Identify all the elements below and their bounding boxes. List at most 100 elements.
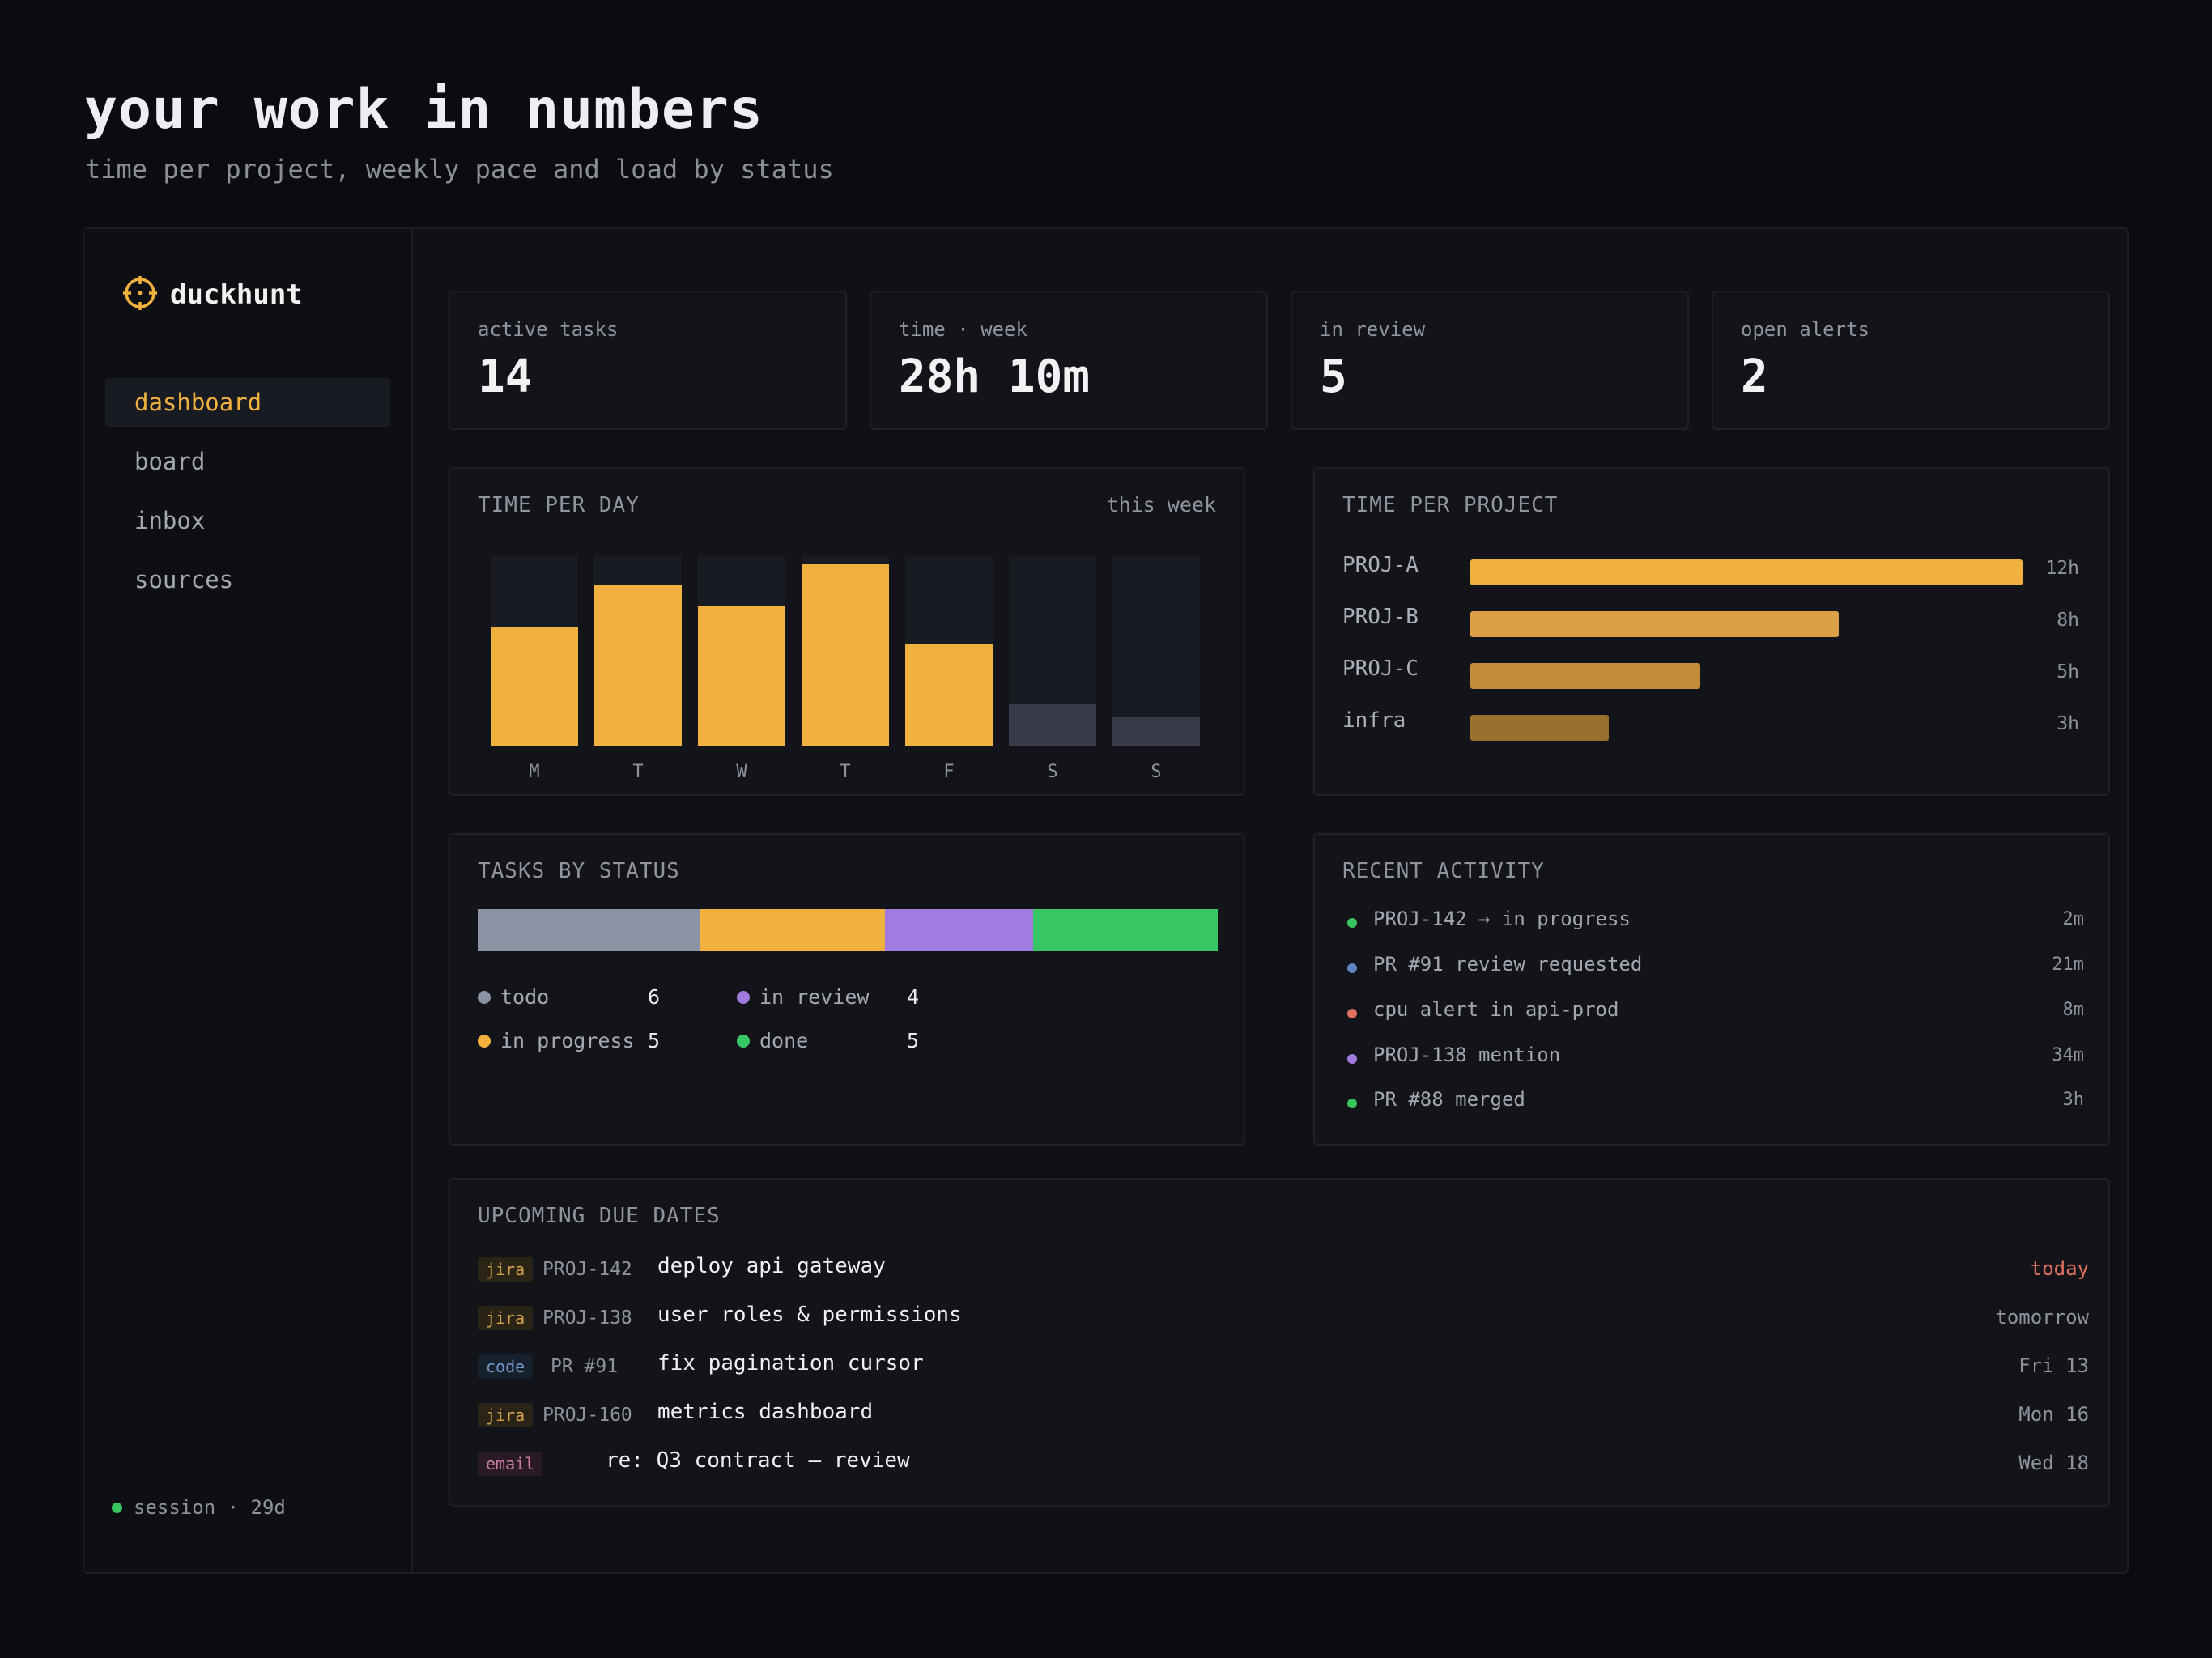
due-title: metrics dashboard [657, 1400, 874, 1424]
project-bar [1470, 715, 1609, 741]
legend-dot-icon [478, 1034, 491, 1048]
project-name: PROJ-B [1342, 605, 1419, 629]
status-segment[interactable] [478, 909, 700, 951]
due-item[interactable]: jira PROJ-142 deploy api gateway today [478, 1252, 2089, 1288]
due-title: deploy api gateway [657, 1254, 886, 1278]
time-per-project-card: TIME PER PROJECT PROJ-A 12h PROJ-B 8h PROJ-C… [1313, 467, 2110, 796]
activity-time: 8m [2062, 1000, 2085, 1020]
stat-card-in-review: in review 5 [1291, 291, 1689, 430]
activity-item[interactable]: PR #91 review requested 21m [1347, 953, 2084, 985]
day-column [802, 555, 889, 746]
project-hours: 5h [2057, 661, 2079, 682]
stat-label: open alerts [1741, 318, 1870, 341]
project-hours: 8h [2057, 610, 2079, 631]
day-bar[interactable] [1112, 716, 1200, 746]
sidebar-nav: dashboard board inbox sources [105, 378, 390, 614]
due-date: Wed 18 [2018, 1452, 2089, 1474]
day-bar[interactable] [1009, 704, 1096, 746]
legend-item-done: done [737, 1029, 808, 1052]
due-title: re: Q3 contract — review [606, 1448, 910, 1473]
activity-item[interactable]: PR #88 merged 3h [1347, 1088, 2084, 1120]
activity-text: PR #91 review requested [1373, 953, 1643, 976]
source-badge-jira: jira [478, 1403, 534, 1427]
due-item[interactable]: jira PROJ-160 metrics dashboard Mon 16 [478, 1398, 2089, 1434]
sidebar-item-board[interactable]: board [134, 448, 206, 475]
due-item[interactable]: code PR #91 fix pagination cursor Fri 13 [478, 1350, 2089, 1385]
status-segment[interactable] [700, 909, 885, 951]
due-item[interactable]: jira PROJ-138 user roles & permissions t… [478, 1301, 2089, 1337]
day-label: W [736, 762, 747, 782]
day-label: S [1047, 762, 1058, 782]
stat-label: time · week [899, 318, 1027, 341]
project-name: PROJ-A [1342, 553, 1419, 577]
tasks-by-status-card: TASKS BY STATUS todo 6 in progress 5 in … [449, 833, 1245, 1146]
project-row[interactable]: infra 3h [1342, 708, 2079, 741]
due-date: Fri 13 [2018, 1354, 2089, 1377]
day-column [491, 555, 578, 746]
stat-card-open-alerts: open alerts 2 [1712, 291, 2110, 430]
activity-text: PROJ-138 mention [1373, 1044, 1561, 1066]
day-bar[interactable] [905, 644, 993, 746]
card-title: UPCOMING DUE DATES [478, 1204, 721, 1228]
day-bar[interactable] [802, 563, 889, 746]
crosshair-icon [121, 274, 159, 315]
legend-count: 5 [907, 1029, 920, 1052]
activity-dot-icon [1347, 918, 1357, 928]
due-key: PR #91 [551, 1356, 619, 1377]
legend-label: done [759, 1029, 809, 1052]
day-label: S [1151, 762, 1162, 782]
day-bar[interactable] [698, 606, 785, 746]
time-per-day-card: TIME PER DAY this week M T W T F S S [449, 467, 1245, 796]
recent-activity-card: RECENT ACTIVITY PROJ-142 → in progress 2… [1313, 833, 2110, 1146]
sidebar-item-inbox[interactable]: inbox [134, 507, 206, 534]
legend-count: 5 [648, 1029, 661, 1052]
sidebar-item-sources[interactable]: sources [134, 566, 234, 593]
card-title: TIME PER DAY [478, 493, 640, 517]
project-row[interactable]: PROJ-A 12h [1342, 553, 2079, 585]
status-segment[interactable] [1032, 909, 1218, 951]
status-dot-icon [112, 1502, 122, 1513]
day-bar[interactable] [491, 627, 578, 746]
brand[interactable]: duckhunt [121, 274, 303, 315]
sidebar-item-dashboard[interactable]: dashboard [105, 378, 390, 427]
session-status: session · 29d [112, 1496, 286, 1519]
stat-label: in review [1320, 318, 1426, 341]
status-segment[interactable] [884, 909, 1033, 951]
activity-item[interactable]: cpu alert in api-prod 8m [1347, 998, 2084, 1031]
stat-label: active tasks [478, 318, 619, 341]
app-window: duckhunt dashboard board inbox sources s… [83, 227, 2129, 1574]
card-title: RECENT ACTIVITY [1342, 859, 1545, 883]
due-key: PROJ-160 [542, 1405, 632, 1426]
day-column [698, 555, 785, 746]
legend-count: 6 [648, 985, 661, 1009]
page-title: your work in numbers [84, 78, 764, 142]
project-row[interactable]: PROJ-C 5h [1342, 657, 2079, 689]
card-title: TIME PER PROJECT [1342, 493, 1559, 517]
activity-dot-icon [1347, 1054, 1357, 1064]
legend-item-in-review: in review [737, 985, 869, 1009]
project-bar [1470, 663, 1701, 689]
due-key: PROJ-138 [542, 1307, 632, 1329]
legend-label: in progress [500, 1029, 635, 1052]
activity-item[interactable]: PROJ-142 → in progress 2m [1347, 908, 2084, 940]
project-name: infra [1342, 708, 1406, 733]
activity-item[interactable]: PROJ-138 mention 34m [1347, 1044, 2084, 1076]
legend-dot-icon [737, 990, 750, 1004]
stat-value: 5 [1320, 351, 1347, 403]
stat-card-active-tasks: active tasks 14 [449, 291, 847, 430]
day-bar[interactable] [594, 585, 682, 746]
legend-label: todo [500, 985, 550, 1009]
stat-value: 14 [478, 351, 533, 403]
range-label[interactable]: this week [1106, 493, 1216, 517]
upcoming-due-dates-card: UPCOMING DUE DATES jira PROJ-142 deploy … [449, 1178, 2110, 1507]
project-row[interactable]: PROJ-B 8h [1342, 605, 2079, 637]
stat-value: 28h 10m [899, 351, 1091, 403]
source-badge-code: code [478, 1354, 534, 1379]
due-item[interactable]: email re: Q3 contract — review Wed 18 [478, 1447, 2089, 1482]
project-bar [1470, 559, 2023, 585]
project-name: PROJ-C [1342, 657, 1419, 681]
activity-text: PR #88 merged [1373, 1088, 1525, 1111]
day-column [1112, 555, 1200, 746]
legend-dot-icon [737, 1034, 750, 1048]
sidebar: duckhunt dashboard board inbox sources s… [84, 229, 413, 1572]
